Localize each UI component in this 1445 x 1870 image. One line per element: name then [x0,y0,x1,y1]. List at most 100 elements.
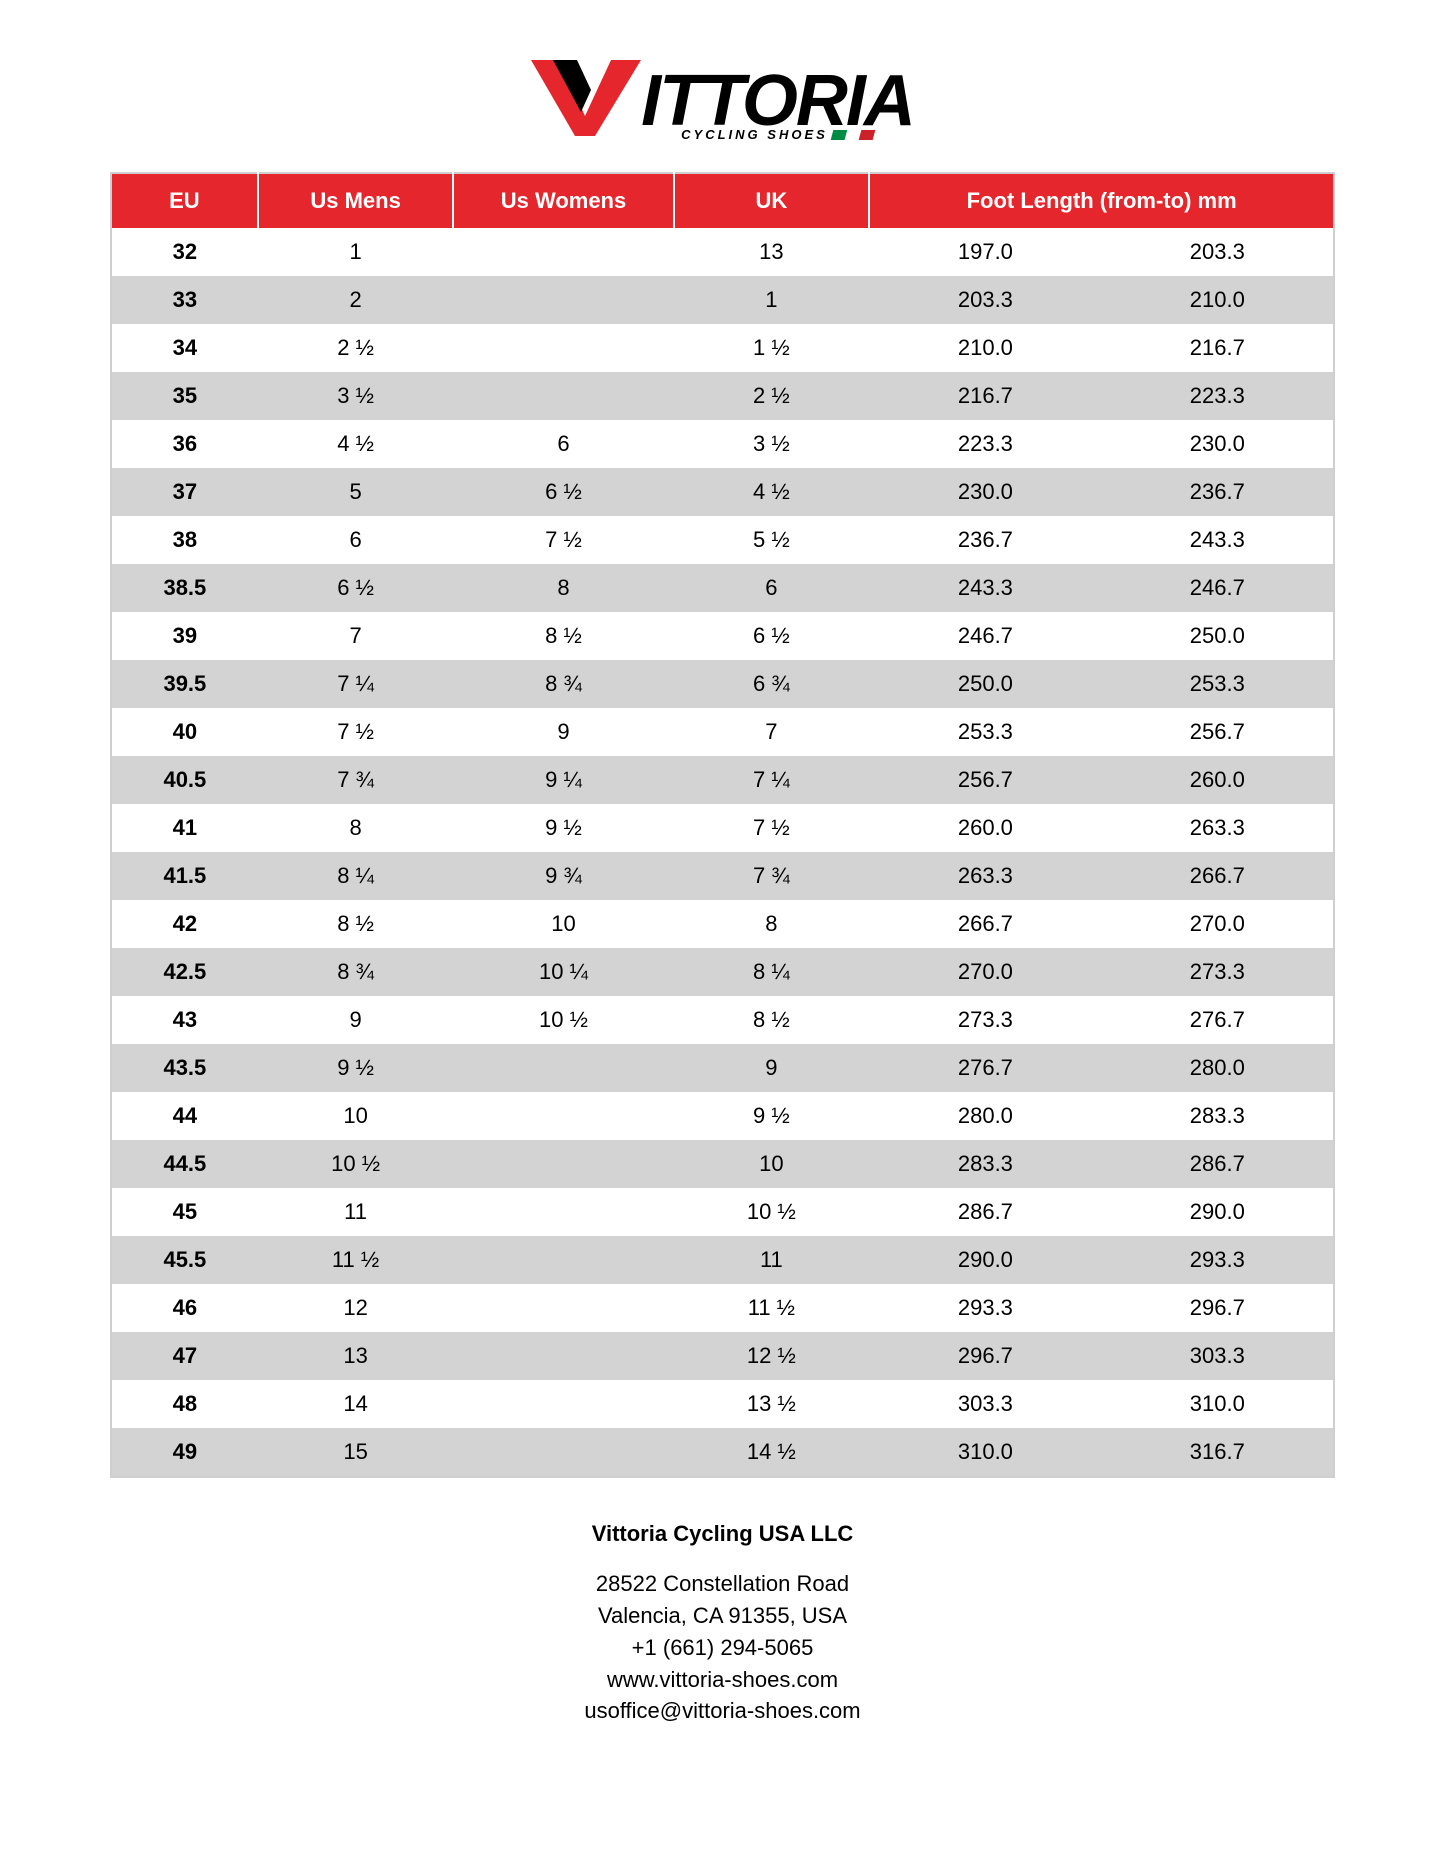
cell-uk: 9 ½ [674,1092,870,1140]
cell-us-mens: 15 [258,1428,454,1477]
cell-us-womens: 7 ½ [453,516,673,564]
cell-length-to: 293.3 [1102,1236,1334,1284]
col-uk: UK [674,173,870,228]
cell-eu: 44.5 [111,1140,258,1188]
cell-us-womens: 9 [453,708,673,756]
cell-length-to: 266.7 [1102,852,1334,900]
cell-uk: 8 ½ [674,996,870,1044]
cell-length-to: 260.0 [1102,756,1334,804]
cell-uk: 6 [674,564,870,612]
cell-uk: 14 ½ [674,1428,870,1477]
cell-uk: 3 ½ [674,420,870,468]
table-row: 364 ½63 ½223.3230.0 [111,420,1334,468]
cell-eu: 37 [111,468,258,516]
cell-length-from: 223.3 [869,420,1101,468]
cell-us-womens [453,228,673,276]
footer-line: Valencia, CA 91355, USA [110,1600,1335,1632]
cell-length-from: 246.7 [869,612,1101,660]
cell-length-from: 270.0 [869,948,1101,996]
cell-length-from: 266.7 [869,900,1101,948]
cell-length-to: 246.7 [1102,564,1334,612]
cell-us-womens: 10 ¼ [453,948,673,996]
cell-length-from: 197.0 [869,228,1101,276]
cell-us-womens: 9 ¼ [453,756,673,804]
cell-eu: 46 [111,1284,258,1332]
cell-eu: 33 [111,276,258,324]
cell-us-mens: 6 [258,516,454,564]
cell-uk: 5 ½ [674,516,870,564]
table-row: 3978 ½6 ½246.7250.0 [111,612,1334,660]
cell-us-womens [453,1236,673,1284]
cell-us-womens [453,276,673,324]
cell-uk: 4 ½ [674,468,870,516]
cell-uk: 1 [674,276,870,324]
cell-us-mens: 7 ¾ [258,756,454,804]
cell-eu: 38.5 [111,564,258,612]
cell-us-mens: 13 [258,1332,454,1380]
cell-uk: 10 [674,1140,870,1188]
logo-container: ITTORIA CYCLING SHOES [110,60,1335,142]
table-row: 4189 ½7 ½260.0263.3 [111,804,1334,852]
table-row: 353 ½2 ½216.7223.3 [111,372,1334,420]
cell-uk: 7 [674,708,870,756]
table-row: 471312 ½296.7303.3 [111,1332,1334,1380]
cell-eu: 42 [111,900,258,948]
table-row: 44109 ½280.0283.3 [111,1092,1334,1140]
cell-us-mens: 9 [258,996,454,1044]
cell-length-to: 203.3 [1102,228,1334,276]
cell-length-from: 250.0 [869,660,1101,708]
cell-length-to: 236.7 [1102,468,1334,516]
cell-length-to: 256.7 [1102,708,1334,756]
footer-line: +1 (661) 294-5065 [110,1632,1335,1664]
cell-length-from: 253.3 [869,708,1101,756]
table-row: 44.510 ½10283.3286.7 [111,1140,1334,1188]
cell-length-to: 263.3 [1102,804,1334,852]
cell-length-to: 280.0 [1102,1044,1334,1092]
cell-length-from: 216.7 [869,372,1101,420]
cell-length-to: 283.3 [1102,1092,1334,1140]
cell-length-to: 230.0 [1102,420,1334,468]
cell-us-mens: 2 ½ [258,324,454,372]
cell-uk: 7 ¾ [674,852,870,900]
cell-length-to: 223.3 [1102,372,1334,420]
cell-us-mens: 9 ½ [258,1044,454,1092]
cell-length-from: 210.0 [869,324,1101,372]
cell-length-from: 303.3 [869,1380,1101,1428]
cell-eu: 40 [111,708,258,756]
table-row: 407 ½97253.3256.7 [111,708,1334,756]
table-row: 3756 ½4 ½230.0236.7 [111,468,1334,516]
cell-us-womens [453,1044,673,1092]
cell-us-womens [453,324,673,372]
cell-uk: 7 ¼ [674,756,870,804]
cell-eu: 40.5 [111,756,258,804]
cell-length-from: 273.3 [869,996,1101,1044]
cell-us-mens: 8 [258,804,454,852]
cell-us-womens: 10 ½ [453,996,673,1044]
table-row: 481413 ½303.3310.0 [111,1380,1334,1428]
cell-length-to: 273.3 [1102,948,1334,996]
table-row: 45.511 ½11290.0293.3 [111,1236,1334,1284]
cell-eu: 38 [111,516,258,564]
col-foot-length: Foot Length (from-to) mm [869,173,1334,228]
cell-us-womens [453,1380,673,1428]
cell-length-from: 296.7 [869,1332,1101,1380]
cell-us-womens [453,1092,673,1140]
cell-eu: 42.5 [111,948,258,996]
cell-us-mens: 10 ½ [258,1140,454,1188]
logo-tagline: CYCLING SHOES [681,127,874,142]
cell-length-from: 230.0 [869,468,1101,516]
cell-us-mens: 11 ½ [258,1236,454,1284]
cell-us-womens: 6 [453,420,673,468]
cell-us-mens: 4 ½ [258,420,454,468]
cell-uk: 11 ½ [674,1284,870,1332]
footer-line: www.vittoria-shoes.com [110,1664,1335,1696]
cell-length-from: 256.7 [869,756,1101,804]
cell-us-mens: 6 ½ [258,564,454,612]
cell-us-mens: 7 ½ [258,708,454,756]
cell-us-mens: 3 ½ [258,372,454,420]
cell-eu: 45 [111,1188,258,1236]
table-row: 428 ½108266.7270.0 [111,900,1334,948]
table-row: 41.58 ¼9 ¾7 ¾263.3266.7 [111,852,1334,900]
cell-us-mens: 7 ¼ [258,660,454,708]
cell-eu: 49 [111,1428,258,1477]
